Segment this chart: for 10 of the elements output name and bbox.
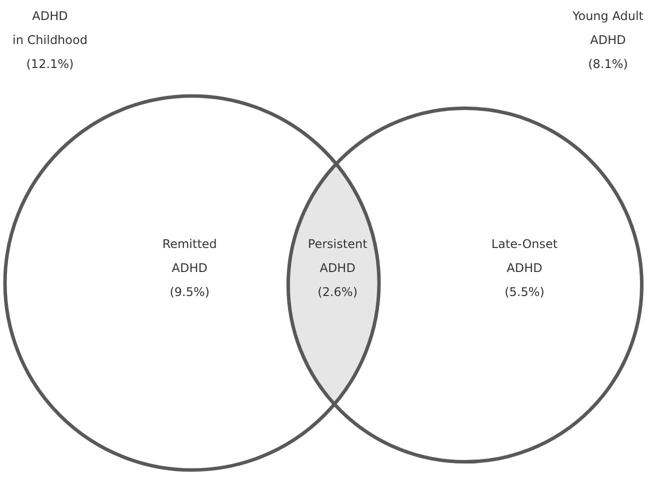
category-label: Remitted ADHD — [162, 237, 217, 275]
category-label: Late-Onset ADHD — [491, 237, 558, 275]
data-label: (8.1%) — [588, 57, 628, 71]
category-label: Persistent ADHD — [308, 237, 368, 275]
data-label: (9.5%) — [170, 285, 210, 299]
legend-label: ADHD in Childhood — [12, 9, 88, 47]
data-label: (12.1%) — [26, 57, 74, 71]
data-label: (5.5%) — [504, 285, 544, 299]
legend-label: Young Adult ADHD — [572, 9, 644, 47]
data-label: (2.6%) — [318, 285, 358, 299]
